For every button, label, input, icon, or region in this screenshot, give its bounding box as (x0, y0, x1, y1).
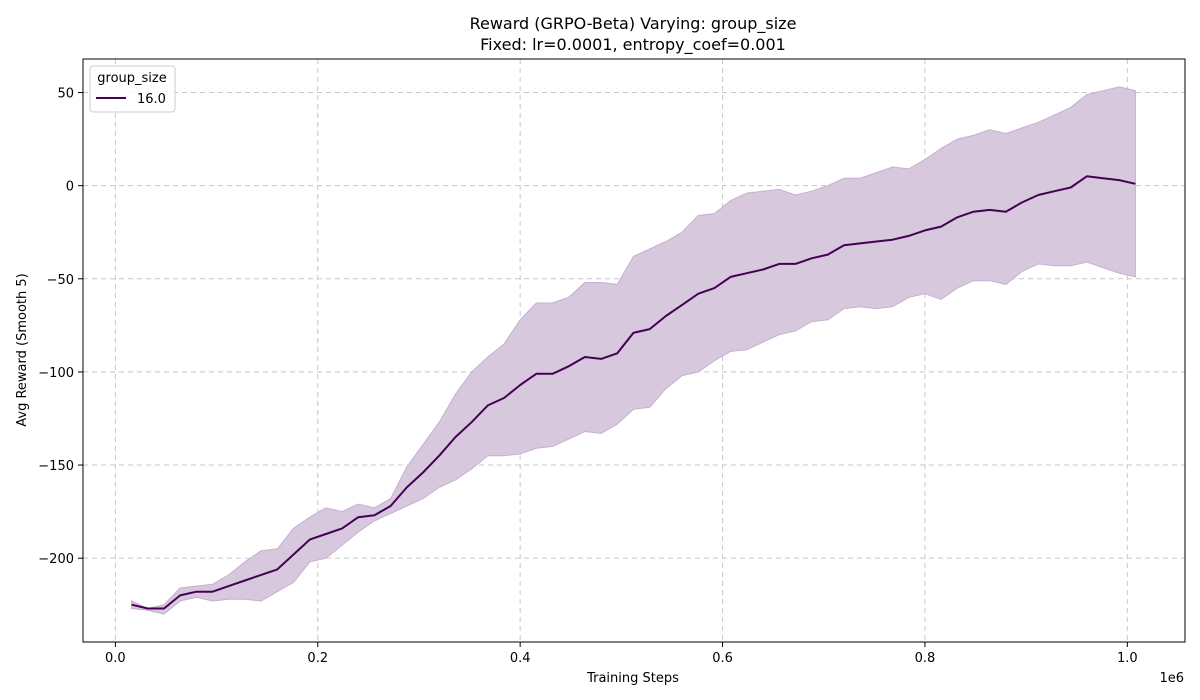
legend-title: group_size (97, 71, 166, 86)
chart-subtitle: Fixed: lr=0.0001, entropy_coef=0.001 (480, 35, 786, 55)
x-axis-offset-label: 1e6 (1159, 671, 1184, 686)
series-line (131, 175, 1136, 610)
y-axis-ticks: −200 −150 −100 −50 0 50 (38, 87, 83, 567)
confidence-band (131, 86, 1136, 615)
x-tick-label: 0.8 (915, 651, 936, 666)
x-axis-ticks: 0.0 0.2 0.4 0.6 0.8 1.0 (105, 642, 1138, 666)
x-tick-label: 0.4 (510, 651, 531, 666)
x-tick-label: 1.0 (1117, 651, 1138, 666)
x-tick-label: 0.2 (307, 651, 328, 666)
legend-entry: 16.0 (137, 92, 166, 107)
x-axis-label: Training Steps (586, 671, 679, 686)
x-tick-label: 0.0 (105, 651, 126, 666)
x-tick-label: 0.6 (712, 651, 733, 666)
y-tick-label: −100 (38, 366, 74, 381)
confidence-bands (131, 86, 1136, 615)
y-tick-label: −50 (47, 273, 74, 288)
legend-box (89, 65, 176, 113)
y-axis-label: Avg Reward (Smooth 5) (15, 273, 30, 426)
y-tick-label: −200 (38, 552, 74, 567)
series-lines (131, 175, 1136, 610)
plot-frame (82, 58, 1186, 643)
legend: group_size 16.0 (89, 65, 176, 113)
y-tick-label: −150 (38, 459, 74, 474)
y-tick-label: 50 (57, 87, 74, 102)
y-tick-label: 0 (66, 180, 74, 195)
chart-title: Reward (GRPO-Beta) Varying: group_size (470, 14, 797, 34)
